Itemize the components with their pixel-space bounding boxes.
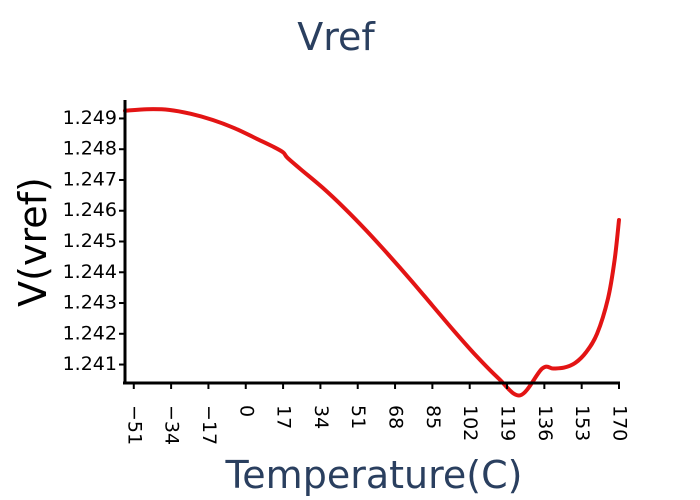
x-tick-label: −17: [198, 405, 220, 445]
x-tick-label: 51: [347, 405, 369, 429]
y-tick-label: 1.243: [63, 292, 117, 314]
series-line-group: [123, 107, 621, 398]
x-tick-label: 136: [534, 405, 556, 441]
y-ticks: 1.241 1.242 1.243 1.244 1.245 1.246 1.247 1.248…: [63, 107, 125, 375]
x-tick-label: 68: [385, 405, 407, 429]
x-tick-label: 17: [273, 405, 295, 429]
y-tick-label: 1.245: [63, 230, 117, 252]
x-ticks: −51 −34 −17 0 17 34 51 68 85 102 119 136 153 170: [123, 383, 631, 445]
series-line: [123, 107, 621, 398]
x-tick-label: 170: [609, 405, 631, 441]
x-tick-label: −34: [161, 405, 183, 445]
y-tick-label: 1.248: [63, 138, 117, 160]
x-tick-label: 0: [235, 405, 257, 417]
x-tick-label: 119: [497, 405, 519, 441]
x-tick-label: 34: [310, 405, 332, 429]
chart-title: Vref: [297, 15, 376, 59]
x-tick-label: −51: [123, 405, 145, 445]
x-tick-label: 102: [459, 405, 481, 441]
y-tick-label: 1.242: [63, 322, 117, 344]
x-tick-label: 153: [571, 405, 593, 441]
y-tick-label: 1.249: [63, 107, 117, 129]
y-tick-label: 1.247: [63, 168, 117, 190]
x-tick-label: 85: [422, 405, 444, 429]
y-tick-label: 1.241: [63, 353, 117, 375]
y-tick-label: 1.246: [63, 199, 117, 221]
y-axis-label: V(vref): [11, 177, 55, 307]
y-tick-label: 1.244: [63, 261, 117, 283]
x-axis-label: Temperature(C): [225, 453, 523, 497]
